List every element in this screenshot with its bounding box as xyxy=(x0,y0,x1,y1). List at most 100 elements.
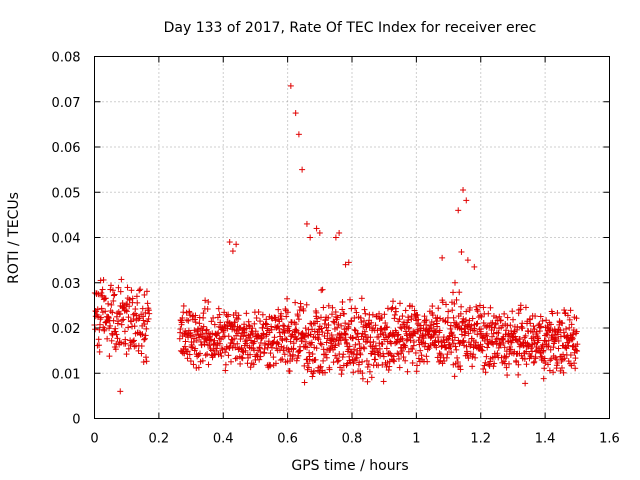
data-point xyxy=(203,327,210,334)
data-point xyxy=(555,337,562,344)
data-point xyxy=(111,291,118,298)
data-point xyxy=(225,311,232,318)
data-point xyxy=(369,311,376,318)
data-point xyxy=(200,323,207,330)
data-point xyxy=(421,313,428,320)
data-point xyxy=(143,325,150,332)
data-point xyxy=(261,345,268,352)
data-point xyxy=(541,355,548,362)
data-point xyxy=(285,323,292,330)
data-point xyxy=(532,348,539,355)
data-point xyxy=(481,362,488,369)
data-point xyxy=(484,344,491,351)
data-point xyxy=(338,371,345,378)
data-point xyxy=(381,311,388,318)
data-point xyxy=(134,299,141,306)
data-point xyxy=(196,350,203,357)
data-point xyxy=(332,342,339,349)
data-point xyxy=(121,328,128,335)
data-point xyxy=(249,325,256,332)
data-point xyxy=(456,340,463,347)
data-point xyxy=(238,354,245,361)
data-point xyxy=(406,324,413,331)
data-point xyxy=(202,297,209,304)
data-point xyxy=(444,314,451,321)
data-point xyxy=(279,337,286,344)
data-point xyxy=(278,316,285,323)
data-point xyxy=(482,359,489,366)
data-point xyxy=(574,348,581,355)
data-point xyxy=(434,334,441,341)
data-point xyxy=(234,330,241,337)
data-point xyxy=(295,131,302,138)
data-point xyxy=(108,301,115,308)
data-point xyxy=(115,284,122,291)
data-point xyxy=(339,299,346,306)
data-point xyxy=(567,352,574,359)
data-point xyxy=(138,343,145,350)
data-point xyxy=(378,325,385,332)
data-point xyxy=(233,241,240,248)
data-point xyxy=(109,309,116,316)
data-point xyxy=(395,331,402,338)
data-point xyxy=(539,354,546,361)
data-point xyxy=(260,330,267,337)
data-point xyxy=(180,302,187,309)
data-point xyxy=(566,324,573,331)
data-point xyxy=(346,343,353,350)
data-point xyxy=(461,332,468,339)
data-point xyxy=(317,314,324,321)
data-point xyxy=(352,305,359,312)
data-point xyxy=(530,323,537,330)
data-point xyxy=(557,333,564,340)
data-point xyxy=(573,315,580,322)
data-point xyxy=(233,327,240,334)
data-point xyxy=(358,295,365,302)
data-point xyxy=(543,317,550,324)
data-point xyxy=(389,304,396,311)
data-point xyxy=(109,287,116,294)
data-point xyxy=(458,303,465,310)
data-point xyxy=(136,287,143,294)
data-point xyxy=(517,302,524,309)
data-point xyxy=(527,320,534,327)
data-point xyxy=(554,359,561,366)
data-point xyxy=(126,296,133,303)
data-point xyxy=(540,347,547,354)
data-point xyxy=(469,353,476,360)
data-point xyxy=(292,299,299,306)
data-point xyxy=(195,364,202,371)
data-point xyxy=(314,318,321,325)
data-point xyxy=(365,320,372,327)
data-point xyxy=(457,310,464,317)
data-point xyxy=(271,334,278,341)
data-point xyxy=(574,341,581,348)
data-point xyxy=(251,338,258,345)
data-point xyxy=(192,312,199,319)
data-point xyxy=(96,348,103,355)
data-point xyxy=(494,350,501,357)
data-point xyxy=(107,322,114,329)
data-point xyxy=(208,318,215,325)
data-point xyxy=(539,341,546,348)
data-point xyxy=(262,320,269,327)
data-point xyxy=(490,363,497,370)
data-point xyxy=(255,309,262,316)
data-point xyxy=(284,295,291,302)
data-point xyxy=(135,347,142,354)
data-point xyxy=(352,341,359,348)
data-point xyxy=(385,367,392,374)
data-point xyxy=(184,348,191,355)
data-point xyxy=(474,320,481,327)
data-point xyxy=(528,345,535,352)
x-tick-label: 0.2 xyxy=(149,432,170,447)
data-point xyxy=(535,337,542,344)
data-point xyxy=(538,353,545,360)
data-point xyxy=(234,340,241,347)
data-point xyxy=(132,306,139,313)
data-point xyxy=(232,344,239,351)
data-point xyxy=(310,368,317,375)
data-point xyxy=(489,333,496,340)
data-point xyxy=(566,316,573,323)
data-point xyxy=(409,359,416,366)
